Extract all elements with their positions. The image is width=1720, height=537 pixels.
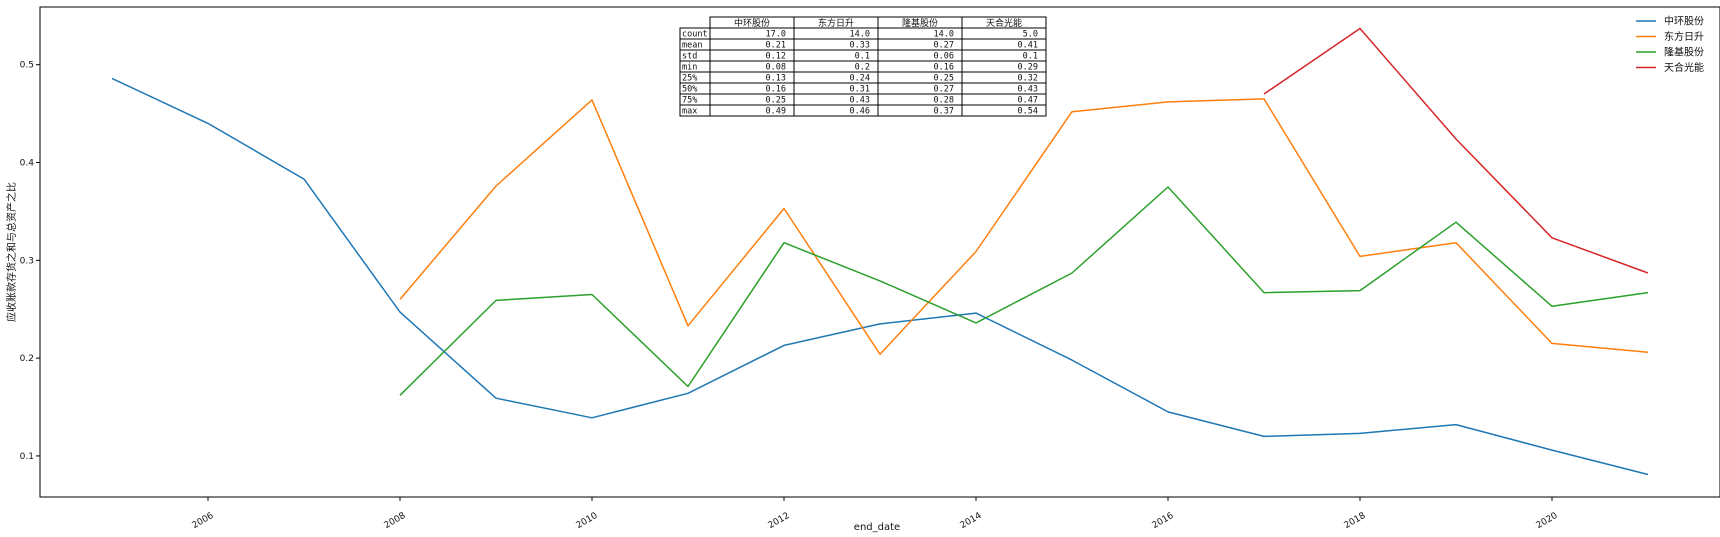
table-cell-value: 0.2 bbox=[855, 63, 870, 73]
table-cell-value: 0.29 bbox=[1018, 63, 1038, 73]
y-tick-label: 0.5 bbox=[20, 61, 34, 71]
table-row-label: count bbox=[682, 30, 708, 40]
table-header-label: 中环股份 bbox=[734, 17, 770, 29]
x-axis-label: end_date bbox=[854, 522, 900, 533]
table-cell-value: 0.12 bbox=[766, 52, 786, 62]
series-line-1 bbox=[399, 98, 1649, 355]
table-cell-value: 0.24 bbox=[850, 74, 870, 84]
table-row-label: 25% bbox=[682, 74, 697, 84]
table-cell-value: 14.0 bbox=[850, 30, 870, 40]
table-row-label: 75% bbox=[682, 96, 697, 106]
table-cell-value: 0.28 bbox=[934, 96, 954, 106]
series-line-3 bbox=[1263, 27, 1649, 274]
table-cell-value: 0.27 bbox=[934, 85, 954, 95]
y-axis-label: 应收账款存货之和与总资产之比 bbox=[5, 182, 18, 322]
legend-label-0: 中环股份 bbox=[1664, 15, 1704, 28]
table-cell-value: 0.31 bbox=[850, 85, 870, 95]
table-header-label: 天合光能 bbox=[986, 17, 1022, 29]
table-cell bbox=[961, 104, 1047, 117]
table-cell-value: 0.49 bbox=[766, 107, 786, 117]
table-cell-value: 0.16 bbox=[934, 63, 954, 73]
table-row-label: min bbox=[682, 63, 697, 73]
table-header-label: 隆基股份 bbox=[902, 17, 938, 29]
table-cell-value: 0.33 bbox=[850, 41, 870, 51]
legend-label-3: 天合光能 bbox=[1664, 61, 1704, 74]
table-cell-value: 0.32 bbox=[1018, 74, 1038, 84]
series-line-0 bbox=[111, 77, 1649, 476]
table-cell-value: 5.0 bbox=[1023, 30, 1038, 40]
series-layer bbox=[111, 27, 1649, 476]
y-tick-label: 0.1 bbox=[20, 452, 34, 462]
y-tick-label: 0.4 bbox=[20, 159, 35, 169]
table-cell-value: 0.1 bbox=[855, 52, 870, 62]
legend-label-1: 东方日升 bbox=[1664, 30, 1704, 43]
y-tick-label: 0.3 bbox=[20, 256, 34, 266]
table-cell-value: 0.16 bbox=[766, 85, 786, 95]
table-header-label: 东方日升 bbox=[818, 17, 854, 29]
table-cell-value: 0.25 bbox=[766, 96, 786, 106]
table-cell-value: 0.41 bbox=[1018, 41, 1038, 51]
legend-label-2: 隆基股份 bbox=[1664, 46, 1704, 59]
table-cell-value: 0.08 bbox=[766, 63, 786, 73]
table-cell-value: 0.47 bbox=[1018, 96, 1038, 106]
table-row-label: std bbox=[682, 52, 697, 62]
stats-table: 中环股份 东方日升 隆基股份 天合光能 count 17.0 14.0 14.0 5.0 mean… bbox=[679, 16, 1047, 117]
table-cell-value: 0.27 bbox=[934, 41, 954, 51]
table-cell-value: 0.13 bbox=[766, 74, 786, 84]
table-row-label: max bbox=[682, 107, 697, 117]
y-tick-label: 0.2 bbox=[20, 354, 34, 364]
table-row-label: 50% bbox=[682, 85, 697, 95]
plot-frame bbox=[39, 6, 1720, 498]
table-cell-value: 14.0 bbox=[934, 30, 954, 40]
table-cell-value: 0.25 bbox=[934, 74, 954, 84]
series-line-2 bbox=[399, 186, 1649, 396]
table-cell-value: 0.46 bbox=[850, 107, 870, 117]
table-cell-value: 0.06 bbox=[934, 52, 954, 62]
table-cell-value: 0.43 bbox=[850, 96, 870, 106]
table-cell-value: 17.0 bbox=[766, 30, 786, 40]
table-cell-value: 0.37 bbox=[934, 107, 954, 117]
table-cell-value: 0.43 bbox=[1018, 85, 1038, 95]
table-row-label: mean bbox=[682, 41, 702, 51]
table-cell-value: 0.21 bbox=[766, 41, 786, 51]
table-cell-value: 0.1 bbox=[1023, 52, 1038, 62]
table-cell-value: 0.54 bbox=[1018, 107, 1038, 117]
